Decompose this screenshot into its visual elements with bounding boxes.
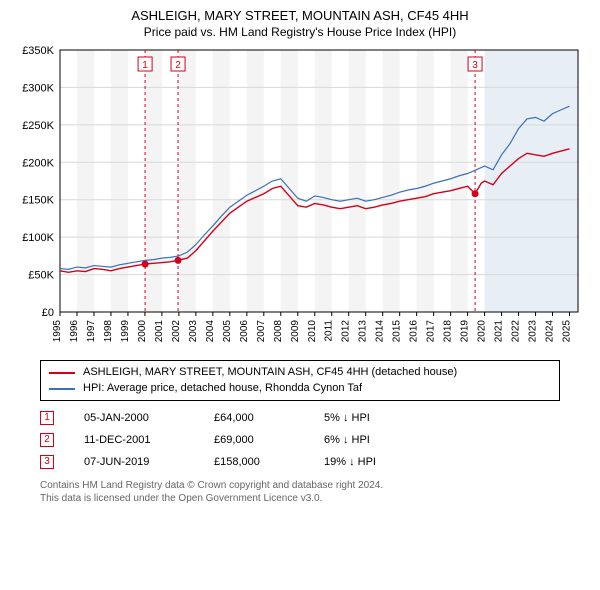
svg-text:2007: 2007 xyxy=(256,320,267,343)
svg-text:2015: 2015 xyxy=(392,320,403,343)
svg-text:2018: 2018 xyxy=(443,320,454,343)
svg-text:£100K: £100K xyxy=(22,233,54,245)
svg-text:2025: 2025 xyxy=(562,320,573,343)
event-date: 05-JAN-2000 xyxy=(84,407,184,429)
legend-item: HPI: Average price, detached house, Rhon… xyxy=(49,381,551,396)
svg-text:2017: 2017 xyxy=(426,320,437,343)
attribution-line: Contains HM Land Registry data © Crown c… xyxy=(40,479,560,492)
svg-text:2012: 2012 xyxy=(341,320,352,343)
svg-text:2014: 2014 xyxy=(375,320,386,343)
svg-text:1999: 1999 xyxy=(120,320,131,343)
svg-text:£0: £0 xyxy=(42,307,54,319)
event-price: £158,000 xyxy=(214,451,294,473)
event-price: £69,000 xyxy=(214,429,294,451)
legend: ASHLEIGH, MARY STREET, MOUNTAIN ASH, CF4… xyxy=(40,360,560,401)
svg-text:£350K: £350K xyxy=(22,45,54,57)
event-marker-icon: 2 xyxy=(40,433,54,447)
svg-text:2000: 2000 xyxy=(137,320,148,343)
chart-container: ASHLEIGH, MARY STREET, MOUNTAIN ASH, CF4… xyxy=(0,0,600,590)
svg-text:£200K: £200K xyxy=(22,158,54,170)
svg-text:2019: 2019 xyxy=(460,320,471,343)
line-chart-svg: £0 £50K £100K £150K £200K £250K £300K £350K 1995… xyxy=(12,44,588,354)
svg-text:£150K: £150K xyxy=(22,195,54,207)
legend-swatch xyxy=(49,372,75,374)
svg-text:2013: 2013 xyxy=(358,320,369,343)
svg-text:2011: 2011 xyxy=(324,320,335,342)
svg-text:2003: 2003 xyxy=(188,320,199,343)
event-price: £64,000 xyxy=(214,407,294,429)
legend-label: ASHLEIGH, MARY STREET, MOUNTAIN ASH, CF4… xyxy=(83,365,457,380)
svg-text:£50K: £50K xyxy=(28,270,54,282)
event-table: 1 05-JAN-2000 £64,000 5% ↓ HPI 2 11-DEC-… xyxy=(40,407,560,473)
svg-text:2004: 2004 xyxy=(205,320,216,343)
event-date: 11-DEC-2001 xyxy=(84,429,184,451)
svg-text:£250K: £250K xyxy=(22,120,54,132)
svg-text:1995: 1995 xyxy=(52,320,63,343)
event-diff: 6% ↓ HPI xyxy=(324,429,414,451)
svg-text:1997: 1997 xyxy=(86,320,97,343)
svg-text:2002: 2002 xyxy=(171,320,182,343)
event-marker-icon: 1 xyxy=(40,411,54,425)
svg-text:3: 3 xyxy=(472,60,478,71)
legend-label: HPI: Average price, detached house, Rhon… xyxy=(83,381,362,396)
svg-text:2020: 2020 xyxy=(477,320,488,343)
event-row: 3 07-JUN-2019 £158,000 19% ↓ HPI xyxy=(40,451,560,473)
svg-text:2008: 2008 xyxy=(273,320,284,343)
svg-text:1998: 1998 xyxy=(103,320,114,343)
event-row: 1 05-JAN-2000 £64,000 5% ↓ HPI xyxy=(40,407,560,429)
event-diff: 5% ↓ HPI xyxy=(324,407,414,429)
attribution: Contains HM Land Registry data © Crown c… xyxy=(40,479,560,505)
svg-text:2023: 2023 xyxy=(528,320,539,343)
event-marker-icon: 3 xyxy=(40,455,54,469)
svg-text:2022: 2022 xyxy=(511,320,522,343)
chart-title: ASHLEIGH, MARY STREET, MOUNTAIN ASH, CF4… xyxy=(12,8,588,25)
svg-text:2021: 2021 xyxy=(494,320,505,343)
chart-plot: £0 £50K £100K £150K £200K £250K £300K £350K 1995… xyxy=(12,44,588,354)
svg-text:2: 2 xyxy=(175,60,181,71)
event-diff: 19% ↓ HPI xyxy=(324,451,414,473)
legend-swatch xyxy=(49,388,75,390)
svg-text:2006: 2006 xyxy=(239,320,250,343)
attribution-line: This data is licensed under the Open Gov… xyxy=(40,492,560,505)
svg-text:2001: 2001 xyxy=(154,320,165,343)
svg-text:2010: 2010 xyxy=(307,320,318,343)
svg-text:1: 1 xyxy=(142,60,148,71)
svg-text:2009: 2009 xyxy=(290,320,301,343)
svg-text:£300K: £300K xyxy=(22,83,54,95)
legend-item: ASHLEIGH, MARY STREET, MOUNTAIN ASH, CF4… xyxy=(49,365,551,380)
svg-text:1996: 1996 xyxy=(69,320,80,343)
svg-text:2016: 2016 xyxy=(409,320,420,343)
event-row: 2 11-DEC-2001 £69,000 6% ↓ HPI xyxy=(40,429,560,451)
svg-text:2024: 2024 xyxy=(545,320,556,343)
svg-text:2005: 2005 xyxy=(222,320,233,343)
chart-subtitle: Price paid vs. HM Land Registry's House … xyxy=(12,25,588,41)
event-date: 07-JUN-2019 xyxy=(84,451,184,473)
